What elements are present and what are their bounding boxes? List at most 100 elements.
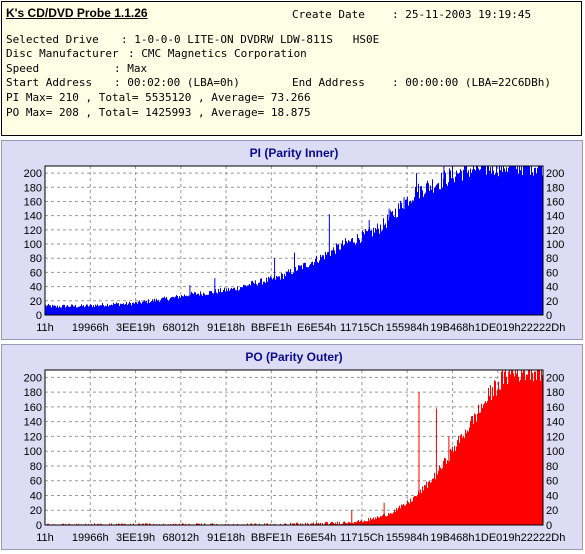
data-bar: [92, 307, 93, 315]
data-bar: [228, 288, 229, 315]
data-bar: [378, 229, 379, 315]
x-tick-label: 155984h: [386, 322, 429, 334]
data-bar: [471, 416, 472, 525]
data-bar: [479, 170, 480, 315]
data-bar: [515, 166, 516, 315]
data-bar: [388, 513, 389, 525]
data-bar: [521, 370, 522, 525]
data-bar: [124, 305, 125, 315]
x-tick-label: 11h: [36, 322, 54, 334]
data-bar: [513, 373, 514, 525]
data-bar: [203, 293, 204, 315]
info-panel: K's CD/DVD Probe 1.1.26 Create Date : 25…: [1, 1, 582, 136]
data-bar: [482, 408, 483, 525]
data-bar: [152, 299, 153, 315]
data-bar: [162, 298, 163, 315]
y-tick-label-left: 20: [30, 296, 42, 308]
data-bar: [235, 290, 236, 315]
data-bar: [464, 438, 465, 525]
data-bar: [288, 269, 289, 315]
data-bar: [78, 307, 79, 315]
data-bar: [134, 304, 135, 315]
data-bar: [469, 177, 470, 315]
data-bar: [94, 307, 95, 315]
data-spike: [384, 503, 385, 525]
data-bar: [46, 306, 47, 315]
data-bar: [470, 169, 471, 315]
data-bar: [531, 370, 532, 525]
data-bar: [209, 291, 210, 315]
data-bar: [501, 166, 502, 315]
data-bar: [465, 166, 466, 315]
data-bar: [187, 296, 188, 315]
data-bar: [493, 396, 494, 525]
data-bar: [52, 305, 53, 315]
data-bar: [430, 186, 431, 315]
x-tick-label: 1DE019h: [475, 322, 521, 334]
y-tick-label-right: 40: [546, 282, 558, 294]
data-bar: [115, 304, 116, 315]
data-bar: [281, 273, 282, 315]
data-bar: [438, 183, 439, 315]
data-bar: [536, 380, 537, 525]
data-bar: [539, 370, 540, 525]
data-bar: [260, 279, 261, 315]
data-bar: [500, 170, 501, 315]
data-bar: [194, 292, 195, 315]
x-tick-label: 1DE019h: [475, 532, 521, 544]
y-tick-label-left: 40: [30, 490, 42, 502]
x-tick-label: 22222Dh: [521, 322, 566, 334]
data-bar: [366, 521, 367, 525]
data-bar: [185, 296, 186, 315]
data-bar: [127, 305, 128, 315]
data-bar: [358, 238, 359, 315]
data-bar: [219, 292, 220, 315]
data-bar: [97, 304, 98, 315]
data-bar: [486, 175, 487, 315]
end-address-value: : 00:00:00 (LBA=22C6DBh): [392, 76, 551, 89]
data-bar: [533, 176, 534, 315]
data-bar: [516, 169, 517, 315]
data-bar: [367, 231, 368, 315]
data-bar: [99, 306, 100, 315]
data-bar: [234, 288, 235, 315]
data-bar: [450, 449, 451, 525]
data-bar: [385, 224, 386, 315]
data-bar: [151, 301, 152, 315]
data-bar: [446, 464, 447, 525]
data-bar: [179, 296, 180, 315]
selected-drive-label: Selected Drive: [6, 33, 99, 46]
data-bar: [522, 175, 523, 315]
y-tick-label-right: 60: [546, 476, 558, 488]
data-bar: [376, 230, 377, 315]
data-bar: [113, 303, 114, 315]
data-bar: [249, 284, 250, 315]
data-bar: [514, 376, 515, 525]
data-bar: [439, 189, 440, 315]
data-bar: [68, 307, 69, 315]
data-bar: [474, 413, 475, 525]
data-bar: [283, 279, 284, 315]
data-bar: [135, 302, 136, 315]
data-bar: [400, 508, 401, 525]
data-bar: [145, 301, 146, 315]
data-bar: [483, 404, 484, 525]
data-bar: [136, 302, 137, 315]
data-bar: [204, 294, 205, 315]
data-bar: [61, 307, 62, 315]
create-date-value: : 25-11-2003 19:19:45: [392, 8, 531, 21]
data-bar: [222, 292, 223, 315]
data-bar: [541, 166, 542, 315]
data-bar: [142, 302, 143, 315]
data-bar: [76, 307, 77, 315]
data-bar: [502, 172, 503, 315]
data-bar: [139, 300, 140, 315]
data-bar: [459, 173, 460, 315]
data-bar: [191, 292, 192, 315]
data-bar: [391, 212, 392, 315]
data-bar: [380, 516, 381, 525]
data-bar: [310, 264, 311, 315]
data-bar: [79, 307, 80, 315]
data-bar: [104, 307, 105, 315]
data-bar: [213, 293, 214, 315]
